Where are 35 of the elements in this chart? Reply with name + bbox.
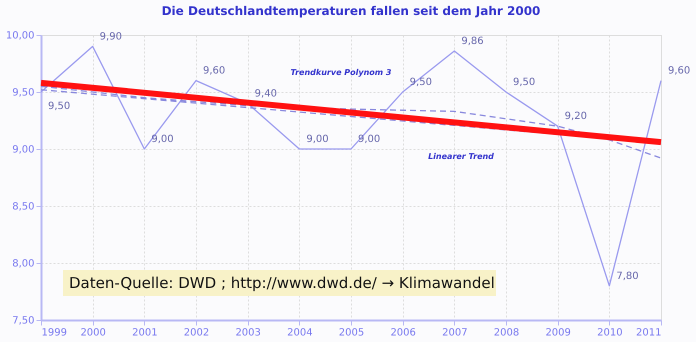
x-tick-label: 2008 <box>494 328 520 338</box>
y-tick-label: 10,00 <box>6 30 34 42</box>
x-tick-label: 2006 <box>390 328 416 338</box>
x-tick-label: 2005 <box>338 328 364 338</box>
x-tick-label: 2004 <box>287 328 313 338</box>
y-tick-label: 9,50 <box>12 88 34 98</box>
data-label: 9,20 <box>564 111 587 122</box>
data-label: 7,80 <box>616 270 639 282</box>
data-label: 9,50 <box>48 101 70 112</box>
data-label: 9,00 <box>358 134 380 145</box>
y-tick-label: 9,00 <box>12 144 34 156</box>
x-tick-label: 1999 <box>42 328 67 338</box>
y-tick-label: 7,50 <box>12 316 34 326</box>
data-label: 9,60 <box>668 66 690 77</box>
x-tick-label: 2010 <box>597 328 623 338</box>
x-tick-label: 2011 <box>636 328 662 338</box>
x-tick-label: 2003 <box>235 328 261 338</box>
annotation: Linearer Trend <box>428 152 494 161</box>
data-label: 9,00 <box>151 134 174 145</box>
x-tick-label: 2001 <box>132 328 158 338</box>
data-label: 9,60 <box>203 66 226 77</box>
y-tick-label: 8,50 <box>12 202 34 212</box>
data-label: 9,00 <box>306 134 329 145</box>
data-label: 9,90 <box>100 31 122 42</box>
data-label: 9,86 <box>461 36 484 47</box>
y-tick-label: 8,00 <box>12 258 34 270</box>
x-tick-label: 2000 <box>80 328 106 338</box>
annotation: Daten-Quelle: DWD ; http://www.dwd.de/ → Klimawandel <box>69 274 495 292</box>
annotation: Trendkurve Polynom 3 <box>290 68 392 77</box>
x-tick-label: 2002 <box>184 328 210 338</box>
x-tick-label: 2009 <box>545 328 571 338</box>
data-label: 9,50 <box>513 77 536 88</box>
data-label: 9,40 <box>254 88 277 100</box>
chart-title: Die Deutschlandtemperaturen fallen seit dem Jahr 2000 <box>162 4 540 18</box>
x-tick-label: 2007 <box>442 328 468 338</box>
